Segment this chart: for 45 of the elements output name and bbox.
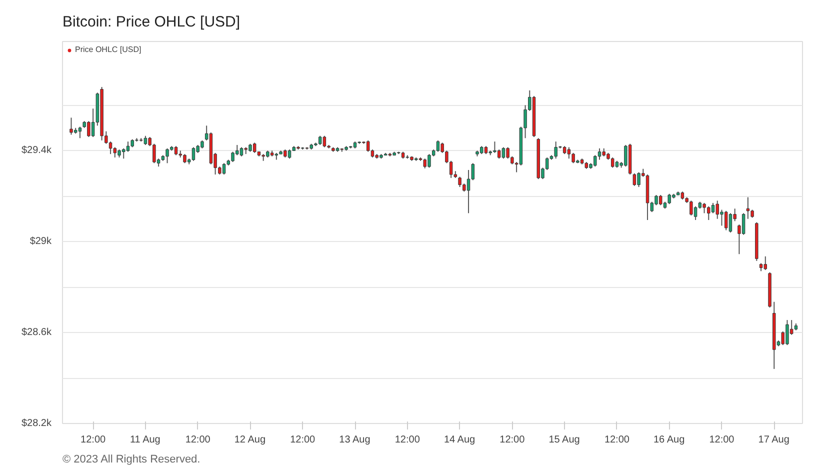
x-tick-label: 14 Aug xyxy=(444,434,476,446)
x-tick-label: 12:00 xyxy=(185,434,211,446)
x-tick-label: 12:00 xyxy=(394,434,420,446)
candlestick xyxy=(322,135,326,148)
candlestick xyxy=(174,146,178,156)
text: © 2023 All Rights Reserved. xyxy=(62,454,200,466)
candlestick xyxy=(78,126,82,139)
x-tick-label: 15 Aug xyxy=(548,434,580,446)
candlestick xyxy=(711,202,715,214)
x-tick-label: 12:00 xyxy=(709,434,735,446)
x-tick-label: 12:00 xyxy=(80,434,106,446)
x-tick-label: 12:00 xyxy=(500,434,526,446)
candlestick xyxy=(222,162,226,176)
candlestick xyxy=(502,146,506,160)
candlestick xyxy=(764,256,767,271)
y-tick-label: $29.4k xyxy=(21,145,52,156)
candlestick xyxy=(252,142,256,154)
candlestick xyxy=(610,156,614,168)
y-tick-label: $29k xyxy=(30,236,52,248)
candlestick xyxy=(192,146,196,162)
x-tick-label: 11 Aug xyxy=(130,434,160,446)
candlestick xyxy=(632,172,636,186)
candlestick xyxy=(436,140,440,152)
x-tick-label: 17 Aug xyxy=(758,434,790,446)
candlestick xyxy=(240,146,244,157)
candlestick xyxy=(746,196,750,220)
candlestick xyxy=(318,135,322,146)
candlestick xyxy=(728,212,732,233)
x-tick-label: 12:00 xyxy=(604,434,630,446)
candlestick xyxy=(497,149,501,160)
legend-label: Price OHLC [USD] xyxy=(75,45,142,54)
x-tick-label: 12:00 xyxy=(290,434,316,446)
candlestick xyxy=(144,135,148,146)
y-tick-label: $28.2k xyxy=(21,418,52,429)
chart-title: Bitcoin: Price OHLC [USD] xyxy=(62,14,240,30)
x-tick-label: 12 Aug xyxy=(234,434,266,446)
candlestick xyxy=(567,146,571,160)
candlestick xyxy=(742,212,746,236)
candlestick xyxy=(694,206,698,220)
candlestick xyxy=(288,149,292,160)
candlestick xyxy=(126,141,130,152)
x-tick-label: 13 Aug xyxy=(339,434,370,446)
candlestick xyxy=(724,210,728,231)
x-tick-label: 16 Aug xyxy=(653,434,685,446)
y-tick-label: $28.6k xyxy=(21,327,52,338)
